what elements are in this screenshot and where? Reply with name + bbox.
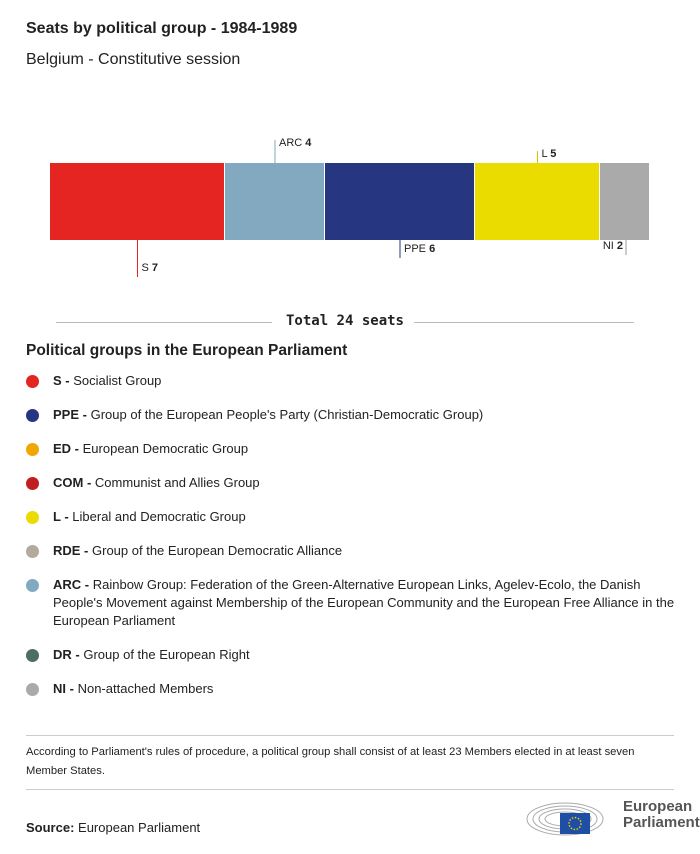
legend-dot (26, 683, 39, 696)
bar-label-s: S 7 (142, 262, 159, 274)
legend-abbr: ARC - (53, 577, 90, 592)
bar-ppe (325, 163, 474, 240)
legend-title: Political groups in the European Parliam… (26, 342, 348, 359)
bar-label-l: L 5 (542, 148, 557, 160)
legend-item: ARC - Rainbow Group: Federation of the G… (26, 576, 686, 630)
legend-name: Non-attached Members (77, 681, 214, 696)
legend-abbr: L - (53, 509, 69, 524)
total-label: Total 24 seats (275, 313, 414, 329)
bar-s (50, 163, 224, 240)
source: Source: European Parliament (26, 820, 200, 835)
legend-name: Group of the European People's Party (Ch… (90, 407, 484, 422)
bar-label-ni: NI 2 (603, 240, 623, 252)
legend-abbr: COM - (53, 475, 92, 490)
legend-abbr: S - (53, 373, 70, 388)
legend-name: Group of the European Right (83, 647, 250, 662)
bar-ni (600, 163, 649, 240)
legend-item: DR - Group of the European Right (26, 646, 250, 664)
legend-item: ED - European Democratic Group (26, 440, 248, 458)
legend-dot (26, 579, 39, 592)
legend-abbr: DR - (53, 647, 80, 662)
bar-arc (225, 163, 324, 240)
chart-subtitle: Belgium - Constitutive session (26, 51, 241, 68)
legend-dot (26, 477, 39, 490)
logo-text: European Parliament (623, 798, 700, 831)
legend-item: S - Socialist Group (26, 372, 161, 390)
european-parliament-logo: European Parliament (525, 797, 700, 837)
legend-name: Liberal and Democratic Group (72, 509, 246, 524)
legend-item: RDE - Group of the European Democratic A… (26, 542, 342, 560)
legend-item: COM - Communist and Allies Group (26, 474, 260, 492)
legend-item: L - Liberal and Democratic Group (26, 508, 246, 526)
source-value: European Parliament (78, 820, 201, 835)
legend-dot (26, 545, 39, 558)
legend-dot (26, 443, 39, 456)
footnote: According to Parliament's rules of proce… (26, 735, 674, 790)
legend-dot (26, 409, 39, 422)
legend-dot (26, 375, 39, 388)
legend-name: Communist and Allies Group (94, 475, 260, 490)
legend-name: Socialist Group (73, 373, 162, 388)
total-seats: Total 24 seats (56, 313, 634, 331)
legend-name: Group of the European Democratic Allianc… (92, 543, 343, 558)
bar-l (475, 163, 599, 240)
bar-label-arc: ARC 4 (279, 137, 312, 149)
legend-item: NI - Non-attached Members (26, 680, 213, 698)
chart-title: Seats by political group - 1984-1989 (26, 20, 298, 37)
hemicycle-eu-flag-icon (526, 802, 604, 836)
legend-item: PPE - Group of the European People's Par… (26, 406, 483, 424)
stacked-bar-chart: S 7 ARC 4 PPE 6 L 5 NI 2 (50, 137, 649, 277)
legend-dot (26, 511, 39, 524)
legend-abbr: PPE - (53, 407, 87, 422)
bar-label-ppe: PPE 6 (404, 243, 435, 255)
legend-abbr: ED - (53, 441, 79, 456)
legend-abbr: RDE - (53, 543, 89, 558)
legend-name: Rainbow Group: Federation of the Green-A… (53, 577, 675, 628)
source-label: Source: (26, 820, 75, 835)
legend-dot (26, 649, 39, 662)
legend-name: European Democratic Group (82, 441, 249, 456)
legend-abbr: NI - (53, 681, 74, 696)
